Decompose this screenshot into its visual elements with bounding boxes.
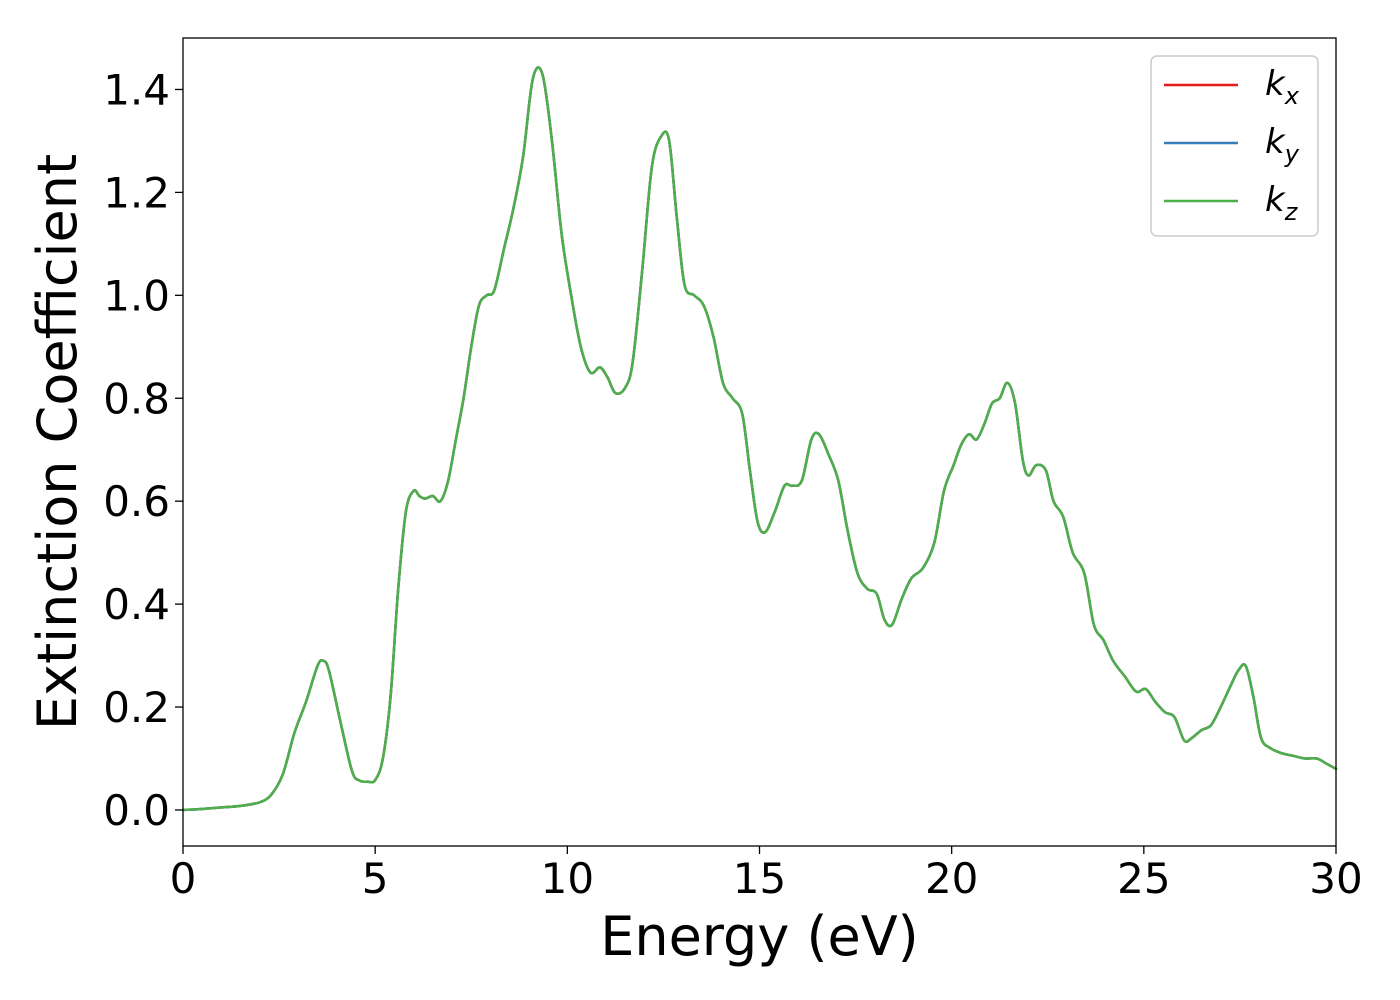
x-tick-label: 10 <box>541 854 594 903</box>
series-layer <box>181 66 1338 812</box>
legend-label: ky <box>1265 122 1300 168</box>
plot-background <box>183 38 1336 846</box>
x-tick-label: 0 <box>170 854 197 903</box>
x-tick-label: 15 <box>733 854 786 903</box>
x-tick-label: 5 <box>362 854 389 903</box>
legend-label: kz <box>1265 180 1299 226</box>
y-axis-title: Extinction Coefficient <box>26 154 89 730</box>
x-tick-label: 30 <box>1309 854 1362 903</box>
legend: kx ky kz <box>1150 55 1319 237</box>
y-tick-label: 0.6 <box>103 477 170 526</box>
legend-label: kx <box>1265 64 1300 110</box>
legend-box <box>1150 55 1319 237</box>
y-tick-label: 1.2 <box>103 168 170 217</box>
x-tick-label: 20 <box>925 854 978 903</box>
x-axis-title: Energy (eV) <box>600 905 919 968</box>
y-tick-label: 0.2 <box>103 683 170 732</box>
y-axis: 0.0 0.2 0.4 0.6 0.8 1.0 1.2 1.4 <box>103 65 183 835</box>
y-tick-label: 1.4 <box>103 65 170 114</box>
y-tick-label: 0.4 <box>103 580 170 629</box>
series-line-k-z <box>181 66 1338 812</box>
x-axis: 0 5 10 15 20 25 30 <box>170 846 1363 903</box>
y-tick-label: 0.0 <box>103 786 170 835</box>
y-tick-label: 0.8 <box>103 374 170 423</box>
x-tick-label: 25 <box>1117 854 1170 903</box>
y-tick-label: 1.0 <box>103 271 170 320</box>
